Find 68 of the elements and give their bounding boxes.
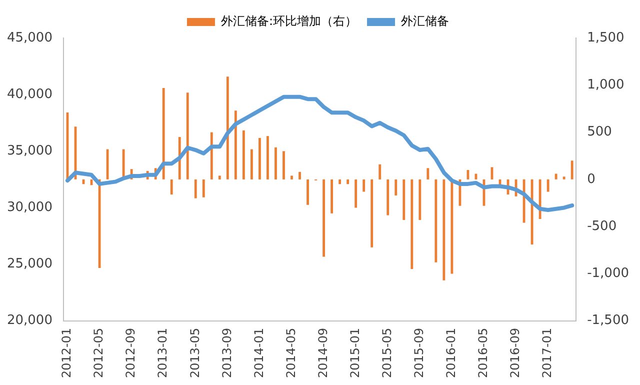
x-tick-label: 2014-05 — [284, 328, 298, 378]
x-tick-label: 2017-01 — [540, 328, 554, 378]
bar — [290, 176, 293, 180]
x-tick-label: 2015-05 — [380, 328, 394, 378]
x-tick-label: 2013-05 — [188, 328, 202, 378]
bar — [402, 179, 406, 220]
x-tick-label: 2013-01 — [156, 328, 170, 378]
x-tick-label: 2012-09 — [124, 328, 138, 378]
y2-tick-label: -1,000 — [587, 266, 630, 282]
x-tick-label: 2014-01 — [252, 328, 266, 378]
y2-tick-label: 1,000 — [587, 78, 624, 93]
bar — [546, 179, 550, 192]
y-tick-label: 45,000 — [6, 30, 52, 46]
bar — [186, 92, 189, 180]
bar — [322, 179, 325, 257]
legend-label: 外汇储备 — [401, 14, 450, 28]
bar — [394, 179, 398, 196]
bar — [194, 179, 197, 198]
bar — [362, 179, 366, 192]
x-tick-label: 2013-09 — [220, 328, 234, 378]
y2-tick-label: 0 — [587, 172, 596, 187]
y-tick-label: 25,000 — [6, 256, 52, 272]
bar — [226, 76, 229, 180]
bar — [442, 179, 446, 280]
bar — [202, 179, 205, 198]
y-tick-label: 20,000 — [6, 313, 52, 328]
bar — [378, 164, 382, 180]
bar — [330, 179, 334, 214]
bar — [218, 176, 221, 180]
bar — [434, 179, 438, 262]
bar — [170, 179, 173, 195]
bar — [282, 151, 285, 180]
x-tick-label: 2014-09 — [316, 328, 330, 378]
legend-label: 外汇储备:环比增加（右） — [220, 14, 358, 28]
bar — [234, 110, 237, 180]
x-tick-label: 2012-01 — [60, 328, 74, 378]
bar — [554, 174, 558, 180]
bar — [250, 149, 253, 180]
bar — [354, 179, 358, 208]
bar — [426, 168, 430, 180]
bar — [570, 160, 574, 180]
y-tick-label: 40,000 — [6, 86, 52, 102]
bar — [386, 179, 390, 216]
bar — [346, 179, 350, 184]
x-tick-label: 2016-01 — [444, 328, 458, 378]
y-tick-label: 30,000 — [6, 200, 52, 216]
bar — [266, 136, 269, 180]
bar — [298, 172, 301, 180]
x-tick-label: 2016-05 — [476, 328, 490, 378]
bar — [338, 179, 342, 184]
y2-tick-label: 1,500 — [587, 30, 624, 46]
y-tick-label: 35,000 — [6, 144, 52, 159]
x-tick-label: 2015-09 — [412, 328, 426, 378]
x-tick-label: 2016-09 — [508, 328, 522, 378]
bar — [162, 88, 165, 180]
y2-tick-label: -1,500 — [587, 313, 630, 328]
bar — [418, 179, 422, 220]
bar — [274, 147, 277, 180]
y2-tick-label: 500 — [587, 124, 612, 140]
x-tick-label: 2012-05 — [92, 328, 106, 378]
bar — [258, 138, 261, 180]
bar — [370, 179, 374, 248]
bar — [242, 130, 245, 180]
y2-tick-label: -500 — [587, 218, 617, 234]
bar — [410, 179, 414, 270]
bar — [306, 179, 309, 205]
bar — [562, 176, 566, 180]
x-tick-label: 2015-01 — [348, 328, 362, 378]
